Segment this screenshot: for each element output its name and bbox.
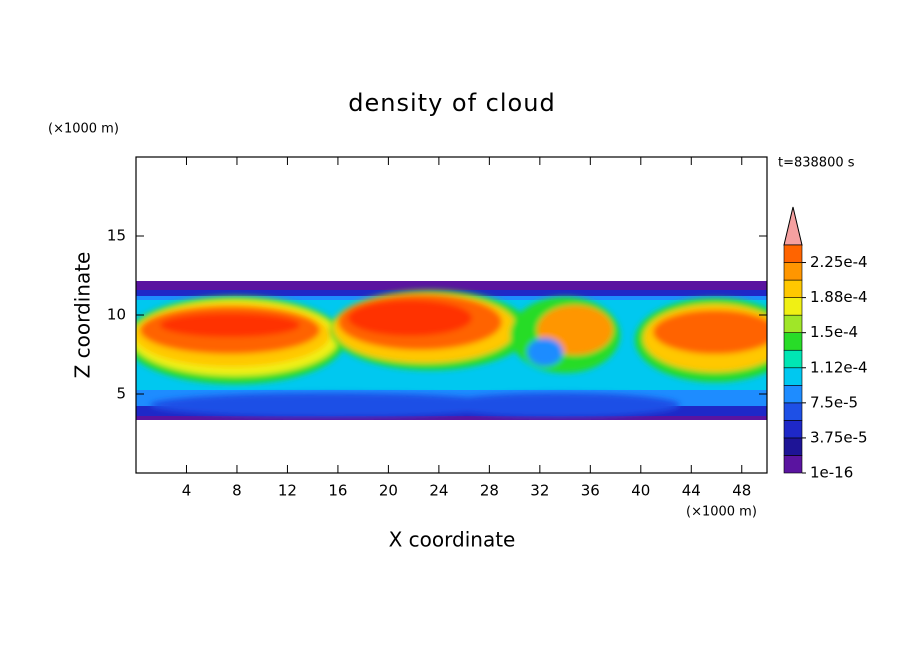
y-tick-label: 15	[107, 227, 126, 245]
y-tick-label: 5	[116, 385, 126, 403]
colorbar-tick-label: 7.5e-5	[810, 393, 858, 411]
colorbar-tick-label: 3.75e-5	[810, 428, 868, 446]
colorbar-swatch	[783, 244, 803, 263]
colorbar-tick-label: 1e-16	[810, 464, 853, 482]
colorbar-swatch	[783, 297, 803, 316]
colorbar-swatch	[783, 420, 803, 439]
chart-title: density of cloud	[348, 89, 555, 117]
x-tick-label: 40	[631, 482, 650, 500]
colorbar-swatch	[783, 367, 803, 386]
colorbar-swatch	[783, 385, 803, 404]
colorbar-tick-label: 1.12e-4	[810, 358, 868, 376]
x-tick-label: 20	[379, 482, 398, 500]
colorbar-swatch	[783, 455, 803, 474]
y-axis-label: Z coordinate	[71, 252, 95, 379]
colorbar-swatch	[783, 402, 803, 421]
colorbar-swatch	[783, 314, 803, 333]
colorbar-tick-label: 1.88e-4	[810, 288, 868, 306]
colorbar-extension	[783, 206, 803, 246]
x-tick-label: 12	[278, 482, 297, 500]
colorbar-tick-label: 2.25e-4	[810, 253, 868, 271]
time-label: t=838800 s	[778, 156, 855, 171]
contour-field	[136, 281, 767, 473]
y-tick-label: 10	[107, 306, 126, 324]
x-tick-label: 24	[429, 482, 448, 500]
colorbar-swatch	[783, 437, 803, 456]
x-tick-label: 44	[682, 482, 701, 500]
x-axis-label: X coordinate	[389, 528, 516, 552]
x-tick-label: 28	[480, 482, 499, 500]
x-unit: (×1000 m)	[686, 505, 757, 520]
x-tick-label: 4	[182, 482, 192, 500]
x-tick-label: 48	[732, 482, 751, 500]
x-tick-label: 8	[232, 482, 242, 500]
colorbar-tick-label: 1.5e-4	[810, 323, 858, 341]
colorbar-swatch	[783, 349, 803, 369]
colorbar-swatch	[783, 279, 803, 298]
x-tick-label: 32	[530, 482, 549, 500]
x-tick-label: 16	[328, 482, 347, 500]
y-unit: (×1000 m)	[48, 122, 119, 137]
colorbar-swatch	[783, 332, 803, 351]
colorbar-swatch	[783, 262, 803, 281]
x-tick-label: 36	[581, 482, 600, 500]
